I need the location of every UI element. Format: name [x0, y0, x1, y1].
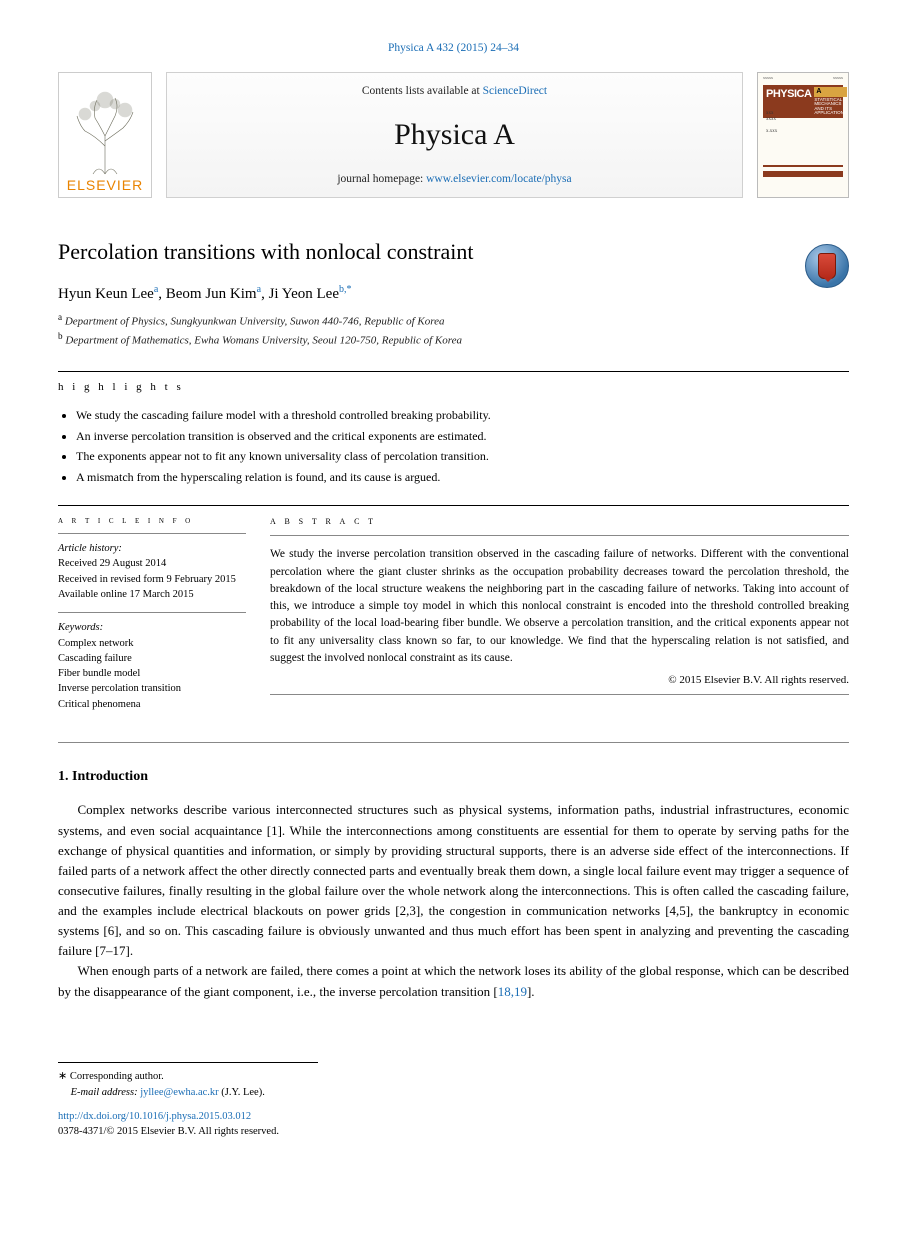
history-line: Received in revised form 9 February 2015: [58, 572, 246, 587]
highlight-item: The exponents appear not to fit any know…: [76, 446, 849, 466]
aff-b-label: b: [58, 331, 63, 341]
footnotes-block: ∗ Corresponding author. E-mail address: …: [58, 1062, 318, 1101]
section-title: Introduction: [72, 769, 148, 784]
corr-author-text: Corresponding author.: [67, 1071, 164, 1082]
author-3-aff[interactable]: b,*: [339, 284, 352, 295]
highlight-item: We study the cascading failure model wit…: [76, 405, 849, 425]
meta-abstract-row: a r t i c l e i n f o Article history: R…: [58, 514, 849, 712]
keyword: Fiber bundle model: [58, 666, 246, 681]
running-head: Physica A 432 (2015) 24–34: [58, 40, 849, 56]
keywords-list: Complex network Cascading failure Fiber …: [58, 636, 246, 712]
abstract-copyright: © 2015 Elsevier B.V. All rights reserved…: [270, 673, 849, 688]
para2-suffix: ].: [527, 984, 535, 999]
section-1-heading: 1. Introduction: [58, 767, 849, 787]
journal-homepage-link[interactable]: www.elsevier.com/locate/physa: [426, 173, 572, 185]
crossmark-badge[interactable]: [805, 244, 849, 288]
keyword: Cascading failure: [58, 651, 246, 666]
author-1: Hyun Keun Lee: [58, 286, 154, 302]
article-title: Percolation transitions with nonlocal co…: [58, 238, 738, 267]
author-2-aff[interactable]: a: [257, 284, 261, 295]
corr-author-email-link[interactable]: jyllee@ewha.ac.kr: [140, 1087, 218, 1098]
history-label: Article history:: [58, 542, 246, 557]
journal-header: ELSEVIER Contents lists available at Sci…: [58, 72, 849, 198]
elsevier-logo[interactable]: ELSEVIER: [58, 72, 152, 198]
email-label: E-mail address:: [71, 1087, 141, 1098]
highlight-item: An inverse percolation transition is obs…: [76, 426, 849, 446]
cover-subtitle: STATISTICAL MECHANICS AND ITS APPLICATIO…: [814, 98, 846, 116]
elsevier-tree-icon: [65, 86, 145, 176]
keyword: Inverse percolation transition: [58, 681, 246, 696]
aff-b-text: Department of Mathematics, Ewha Womans U…: [65, 335, 462, 347]
authors-line: Hyun Keun Leea, Beom Jun Kima, Ji Yeon L…: [58, 283, 849, 305]
journal-center-panel: Contents lists available at ScienceDirec…: [166, 72, 743, 198]
homepage-line: journal homepage: www.elsevier.com/locat…: [167, 171, 742, 187]
aff-a-text: Department of Physics, Sungkyunkwan Univ…: [65, 315, 445, 327]
abstract-heading: a b s t r a c t: [270, 514, 849, 529]
article-info-heading: a r t i c l e i n f o: [58, 514, 246, 529]
article-info-column: a r t i c l e i n f o Article history: R…: [58, 514, 246, 712]
corr-author-marker: ∗: [58, 1070, 67, 1082]
email-suffix: (J.Y. Lee).: [219, 1087, 265, 1098]
author-2: Beom Jun Kim: [166, 286, 257, 302]
journal-cover-thumb[interactable]: xxxxxxxxxx PHYSICA A STATISTICAL MECHANI…: [757, 72, 849, 198]
issn-copyright: 0378-4371/© 2015 Elsevier B.V. All right…: [58, 1126, 279, 1137]
cover-title: PHYSICA: [766, 87, 811, 102]
doi-block: http://dx.doi.org/10.1016/j.physa.2015.0…: [58, 1110, 849, 1139]
abstract-column: a b s t r a c t We study the inverse per…: [270, 514, 849, 712]
citation-link[interactable]: Physica A 432 (2015) 24–34: [388, 42, 519, 54]
keyword: Complex network: [58, 636, 246, 651]
history-line: Available online 17 March 2015: [58, 587, 246, 602]
section-number: 1.: [58, 769, 69, 784]
highlights-list: We study the cascading failure model wit…: [58, 405, 849, 487]
intro-para-1: Complex networks describe various interc…: [58, 800, 849, 961]
history-line: Received 29 August 2014: [58, 556, 246, 571]
intro-para-2: When enough parts of a network are faile…: [58, 961, 849, 1001]
keyword: Critical phenomena: [58, 697, 246, 712]
cover-section-letter: A: [814, 87, 846, 97]
elsevier-label: ELSEVIER: [67, 176, 143, 196]
bookmark-icon: [818, 253, 836, 279]
article-header: Percolation transitions with nonlocal co…: [58, 238, 849, 349]
homepage-prefix: journal homepage:: [337, 173, 426, 185]
highlights-heading: h i g h l i g h t s: [58, 380, 849, 395]
sciencedirect-link[interactable]: ScienceDirect: [483, 85, 548, 97]
doi-link[interactable]: http://dx.doi.org/10.1016/j.physa.2015.0…: [58, 1111, 251, 1122]
affiliations: a Department of Physics, Sungkyunkwan Un…: [58, 311, 849, 349]
highlight-item: A mismatch from the hyperscaling relatio…: [76, 467, 849, 487]
journal-name: Physica A: [167, 114, 742, 156]
citation-ref-link[interactable]: 18,19: [498, 984, 527, 999]
contents-prefix: Contents lists available at: [362, 85, 483, 97]
author-1-aff[interactable]: a: [154, 284, 158, 295]
keywords-label: Keywords:: [58, 621, 246, 636]
author-3: Ji Yeon Lee: [269, 286, 339, 302]
para2-prefix: When enough parts of a network are faile…: [58, 963, 849, 998]
abstract-text: We study the inverse percolation transit…: [270, 546, 849, 667]
aff-a-label: a: [58, 312, 62, 322]
contents-available-line: Contents lists available at ScienceDirec…: [167, 83, 742, 99]
